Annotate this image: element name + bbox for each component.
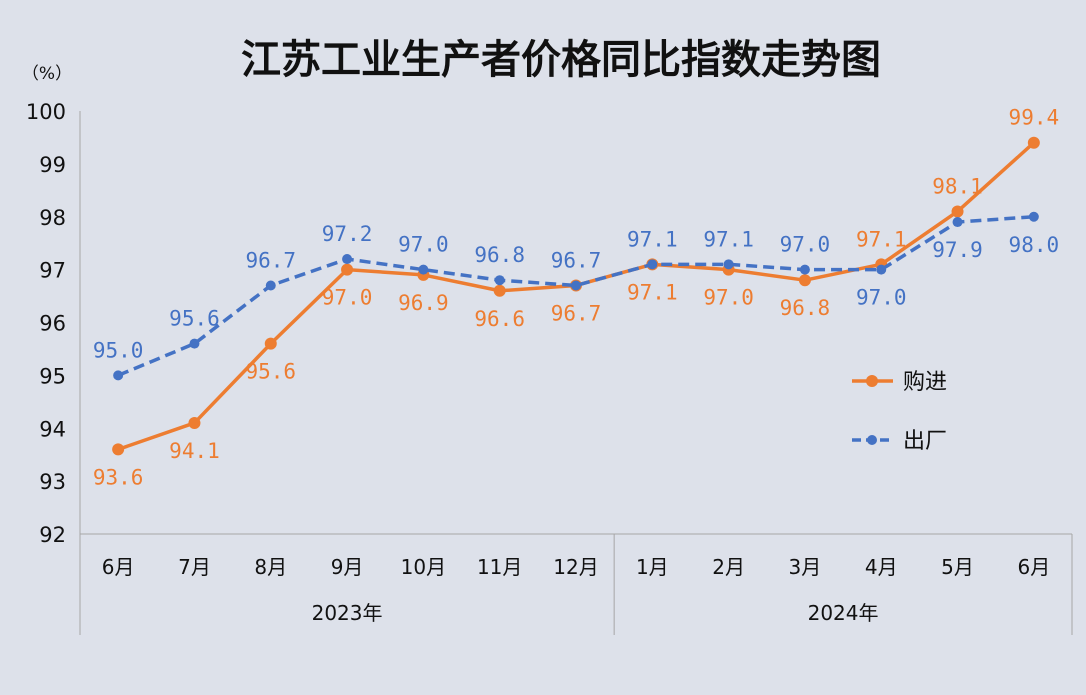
data-label-purchase: 96.8 <box>780 296 831 320</box>
x-tick-label: 10月 <box>401 555 446 579</box>
data-label-purchase: 96.9 <box>398 291 449 315</box>
data-label-factory: 97.0 <box>856 286 907 310</box>
legend-marker-purchase <box>866 375 878 387</box>
data-point-purchase <box>188 416 201 429</box>
data-point-factory <box>647 259 658 270</box>
x-tick-label: 8月 <box>254 555 287 579</box>
data-label-purchase: 97.1 <box>627 280 678 304</box>
year-label: 2023年 <box>312 601 383 625</box>
legend-label-purchase: 购进 <box>903 370 947 395</box>
legend-marker-factory <box>867 435 877 445</box>
data-point-factory <box>418 264 429 275</box>
y-tick-label: 98 <box>39 206 66 230</box>
data-label-factory: 98.0 <box>1009 233 1060 257</box>
x-tick-label: 6月 <box>102 555 135 579</box>
y-tick-label: 94 <box>39 417 66 441</box>
data-label-factory: 97.0 <box>398 233 449 257</box>
x-tick-label: 7月 <box>178 555 211 579</box>
data-label-factory: 96.7 <box>551 248 602 272</box>
data-point-factory <box>1028 211 1039 222</box>
x-tick-label: 12月 <box>553 555 598 579</box>
x-tick-label: 1月 <box>636 555 669 579</box>
data-label-factory: 97.0 <box>780 233 831 257</box>
data-point-factory <box>723 259 734 270</box>
data-point-purchase <box>112 443 125 456</box>
data-point-factory <box>799 264 810 275</box>
data-label-purchase: 93.6 <box>93 465 144 489</box>
x-tick-label: 9月 <box>331 555 364 579</box>
data-point-purchase <box>951 205 964 218</box>
x-tick-label: 2月 <box>712 555 745 579</box>
x-tick-label: 4月 <box>865 555 898 579</box>
y-tick-label: 93 <box>39 470 66 494</box>
data-label-purchase: 96.7 <box>551 301 602 325</box>
y-tick-label: 97 <box>39 259 66 283</box>
data-point-factory <box>952 217 963 228</box>
x-tick-label: 3月 <box>789 555 822 579</box>
series-lines <box>112 136 1040 456</box>
data-point-factory <box>876 264 887 275</box>
data-point-purchase <box>264 337 277 350</box>
axes: 92 93 94 95 96 97 98 99 100 6月 7月 8月 9月 10月 11月 12月 1月 2月… <box>26 100 1073 635</box>
data-point-factory <box>494 275 505 286</box>
data-label-purchase: 97.0 <box>322 286 373 310</box>
data-point-purchase <box>1027 136 1040 149</box>
y-tick-label: 100 <box>26 100 66 124</box>
data-label-factory: 96.8 <box>474 243 525 267</box>
data-label-purchase: 97.1 <box>856 227 907 251</box>
unit-label: （%） <box>22 64 72 84</box>
data-point-factory <box>265 280 276 291</box>
data-label-purchase: 99.4 <box>1009 106 1060 130</box>
data-label-purchase: 98.1 <box>932 174 983 198</box>
data-point-factory <box>113 370 124 381</box>
x-tick-label: 6月 <box>1017 555 1050 579</box>
data-label-factory: 96.7 <box>245 248 296 272</box>
data-point-purchase <box>493 284 506 297</box>
y-tick-label: 92 <box>39 523 66 547</box>
chart-title: 江苏工业生产者价格同比指数走势图 <box>241 37 881 83</box>
data-label-factory: 95.6 <box>169 307 220 331</box>
data-label-purchase: 95.6 <box>245 360 296 384</box>
data-label-factory: 97.1 <box>703 227 754 251</box>
data-label-factory: 97.9 <box>932 238 983 262</box>
year-label: 2024年 <box>808 601 879 625</box>
data-point-purchase <box>341 263 354 276</box>
y-tick-label: 95 <box>39 364 66 388</box>
data-label-factory: 97.1 <box>627 227 678 251</box>
y-tick-label: 99 <box>39 153 66 177</box>
y-tick-label: 96 <box>39 312 66 336</box>
data-label-factory: 95.0 <box>93 338 144 362</box>
x-tick-label: 5月 <box>941 555 974 579</box>
data-point-factory <box>571 280 581 291</box>
x-tick-label: 11月 <box>477 555 522 579</box>
data-point-factory <box>189 338 200 349</box>
data-labels: 93.6 94.1 95.6 97.0 96.9 96.6 96.7 97.1 97.0 96.8… <box>93 106 1059 490</box>
data-label-purchase: 94.1 <box>169 439 220 463</box>
data-label-factory: 97.2 <box>322 222 373 246</box>
data-point-factory <box>342 254 353 265</box>
legend-label-factory: 出厂 <box>903 429 947 454</box>
data-label-purchase: 97.0 <box>703 286 754 310</box>
data-label-purchase: 96.6 <box>474 307 525 331</box>
data-point-purchase <box>798 274 811 287</box>
